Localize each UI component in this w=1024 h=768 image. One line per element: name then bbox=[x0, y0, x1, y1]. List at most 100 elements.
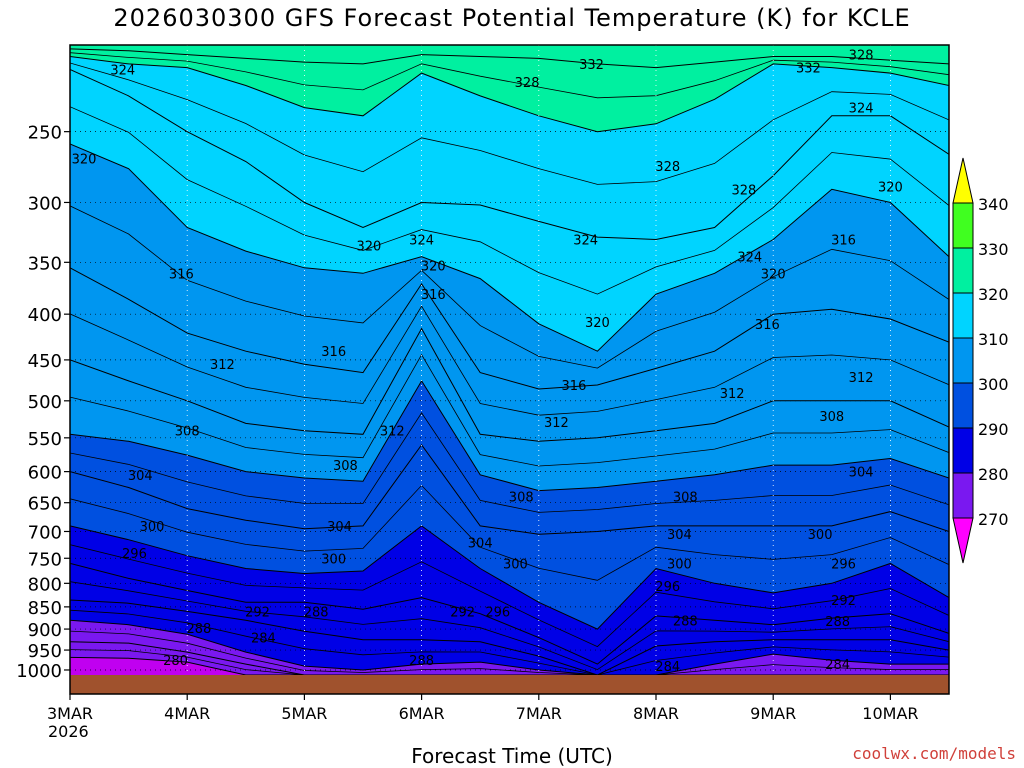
isentrope-minor bbox=[70, 52, 949, 99]
x-tick-label: 4MAR bbox=[164, 704, 210, 723]
contour-label: 320 bbox=[356, 239, 381, 254]
isentrope-324 bbox=[70, 69, 949, 241]
y-tick-label: 1000 bbox=[16, 661, 62, 682]
potential-temperature-fill bbox=[70, 45, 949, 694]
isentrope-minor bbox=[70, 581, 949, 671]
y-tick-label: 500 bbox=[28, 392, 62, 413]
contour-label: 320 bbox=[72, 153, 97, 168]
contour-label: 312 bbox=[544, 416, 569, 431]
isentrope-minor bbox=[70, 630, 949, 676]
x-axis-year-label: 2026 bbox=[48, 722, 89, 741]
x-axis-label: Forecast Time (UTC) bbox=[411, 744, 613, 768]
isentrope-328 bbox=[70, 56, 949, 133]
contour-label: 280 bbox=[163, 654, 188, 669]
contour-label: 316 bbox=[831, 233, 856, 248]
y-axis: 2503003504004505005506006507007508008509… bbox=[16, 123, 70, 682]
colorbar-segment bbox=[952, 247, 974, 294]
contour-label: 308 bbox=[175, 425, 200, 440]
contour-label: 300 bbox=[503, 557, 528, 572]
contour-label: 324 bbox=[573, 233, 598, 248]
chart-title: 2026030300 GFS Forecast Potential Temper… bbox=[113, 4, 911, 32]
contour-label: 300 bbox=[140, 520, 165, 535]
isentrope-288 bbox=[70, 619, 949, 676]
colorbar-segment bbox=[952, 472, 974, 519]
isentrope-minor bbox=[70, 305, 949, 416]
contour-label: 288 bbox=[825, 615, 850, 630]
y-tick-label: 900 bbox=[28, 620, 62, 641]
contour-label: 316 bbox=[169, 267, 194, 282]
isentrope-304 bbox=[70, 443, 949, 535]
contour-label: 312 bbox=[849, 371, 874, 386]
colorbar-segment bbox=[952, 337, 974, 384]
contour-label: 324 bbox=[737, 251, 762, 266]
plot-frame bbox=[69, 44, 950, 695]
isentrope-320 bbox=[70, 143, 949, 352]
contour-label: 312 bbox=[720, 387, 745, 402]
contour-label: 300 bbox=[667, 557, 692, 572]
isentrope-292 bbox=[70, 599, 949, 676]
contour-label: 308 bbox=[673, 491, 698, 506]
isentrope-300 bbox=[70, 525, 949, 630]
contour-label: 296 bbox=[485, 605, 510, 620]
colorbar-segment bbox=[952, 382, 974, 429]
contour-label: 320 bbox=[421, 260, 446, 275]
contour-label: 328 bbox=[731, 183, 756, 198]
contour-label: 328 bbox=[655, 160, 680, 175]
contour-label: 304 bbox=[128, 469, 153, 484]
contour-label: 288 bbox=[187, 622, 212, 637]
x-tick-label: 8MAR bbox=[633, 704, 679, 723]
contour-label: 320 bbox=[761, 267, 786, 282]
contour-label: 316 bbox=[562, 379, 587, 394]
x-tick-label: 6MAR bbox=[399, 704, 445, 723]
colorbar-label: 340 bbox=[978, 195, 1009, 214]
contour-label: 308 bbox=[509, 491, 534, 506]
contour-label: 296 bbox=[122, 547, 147, 562]
contour-label: 316 bbox=[321, 345, 346, 360]
y-tick-label: 250 bbox=[28, 123, 62, 144]
contour-label: 328 bbox=[849, 49, 874, 64]
y-tick-label: 300 bbox=[28, 193, 62, 214]
contour-label: 308 bbox=[819, 410, 844, 425]
x-tick-label: 10MAR bbox=[862, 704, 918, 723]
colorbar-label: 330 bbox=[978, 240, 1009, 259]
contour-label: 308 bbox=[333, 459, 358, 474]
contour-label: 292 bbox=[831, 594, 856, 609]
colorbar-label: 290 bbox=[978, 420, 1009, 439]
contour-label: 296 bbox=[655, 580, 680, 595]
y-tick-label: 600 bbox=[28, 463, 62, 484]
contour-label: 288 bbox=[409, 654, 434, 669]
colorbar-max-arrow bbox=[952, 157, 974, 204]
contour-label: 324 bbox=[409, 233, 434, 248]
contour-label: 312 bbox=[210, 358, 235, 373]
isentrope-332 bbox=[70, 48, 949, 69]
isentrope-296 bbox=[70, 562, 949, 665]
y-tick-label: 800 bbox=[28, 574, 62, 595]
colorbar-label: 280 bbox=[978, 465, 1009, 484]
isentrope-minor bbox=[70, 484, 949, 581]
isentrope-minor bbox=[70, 544, 949, 648]
contour-label: 312 bbox=[380, 425, 405, 440]
source-credit: coolwx.com/models bbox=[852, 744, 1016, 763]
contour-label: 328 bbox=[515, 76, 540, 91]
colorbar-min-arrow bbox=[952, 517, 974, 564]
ground-surface bbox=[70, 675, 949, 694]
y-tick-label: 850 bbox=[28, 598, 62, 619]
isentrope-minor bbox=[70, 412, 949, 513]
isentrope-316 bbox=[70, 267, 949, 390]
x-tick-label: 9MAR bbox=[750, 704, 796, 723]
x-tick-label: 7MAR bbox=[516, 704, 562, 723]
contour-label: 300 bbox=[321, 552, 346, 567]
contour-label: 284 bbox=[251, 632, 276, 647]
x-axis: 3MAR 4MAR 5MAR 6MAR 7MAR 8MAR 9MAR 10MAR bbox=[47, 694, 919, 723]
y-tick-label: 650 bbox=[28, 494, 62, 515]
y-tick-label: 450 bbox=[28, 351, 62, 372]
contour-label: 288 bbox=[304, 605, 329, 620]
contour-label: 332 bbox=[796, 62, 821, 77]
contour-label: 324 bbox=[110, 63, 135, 78]
contour-label: 304 bbox=[327, 520, 352, 535]
y-tick-label: 750 bbox=[28, 549, 62, 570]
colorbar-segment bbox=[952, 292, 974, 339]
isentrope-minor bbox=[70, 353, 949, 467]
colorbar-label: 320 bbox=[978, 285, 1009, 304]
